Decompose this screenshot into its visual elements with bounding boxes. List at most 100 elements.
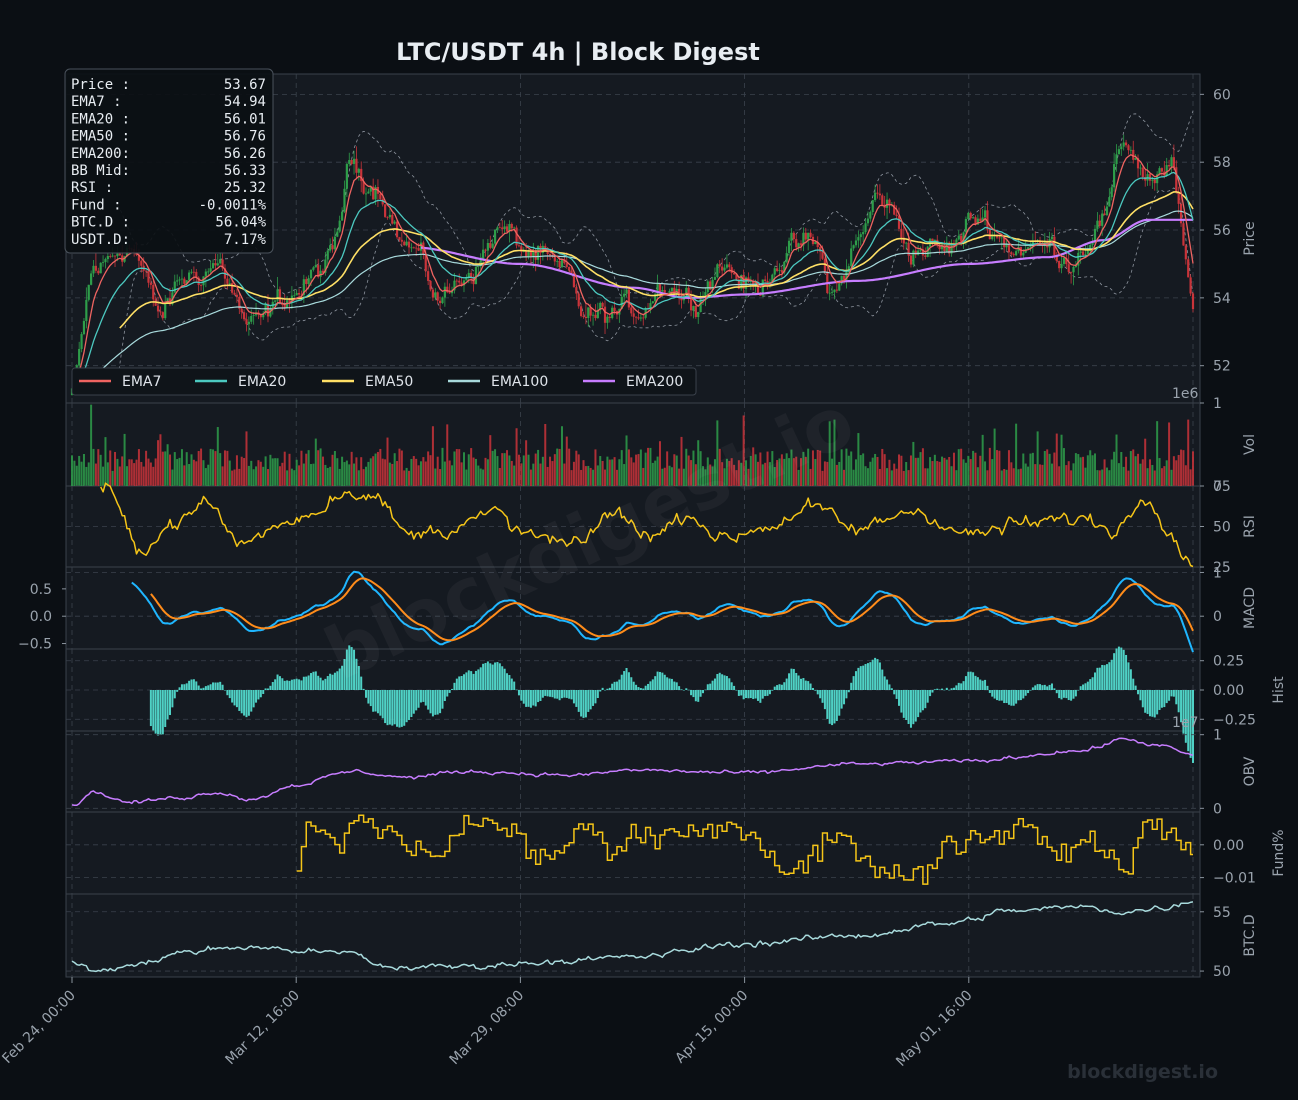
volume-bar <box>1022 453 1025 486</box>
hist-bar <box>964 676 967 690</box>
candle-body <box>527 251 530 257</box>
hist-bar <box>690 690 693 696</box>
hist-bar <box>247 690 250 716</box>
hist-bar <box>768 690 771 695</box>
volume-bar <box>931 461 934 486</box>
volume-bar <box>1103 459 1106 486</box>
volume-bar <box>823 461 826 486</box>
volume-bar <box>209 448 212 486</box>
volume-bar <box>398 448 401 486</box>
candle-body <box>410 247 413 249</box>
volume-bar <box>1110 459 1113 486</box>
hist-bar <box>560 690 563 699</box>
ytick-label-price-4: 52 <box>1213 359 1231 375</box>
candle-body <box>563 259 566 264</box>
candle-body <box>1165 165 1168 176</box>
candle-body <box>1182 223 1185 246</box>
volume-bar <box>1163 466 1166 486</box>
hist-bar <box>673 681 676 690</box>
candle-body <box>1098 220 1101 226</box>
candle-body <box>565 263 568 267</box>
hist-bar <box>678 686 681 690</box>
candle-body <box>350 159 353 164</box>
hist-bar <box>1137 690 1140 695</box>
hist-bar <box>1091 677 1094 690</box>
candle-body <box>783 261 786 273</box>
volume-bar <box>515 428 518 486</box>
candle-body <box>221 259 224 269</box>
hist-bar <box>663 674 666 690</box>
ytick-label-btcd-1: 50 <box>1213 964 1231 980</box>
candle-body <box>1167 165 1171 167</box>
candle-body <box>744 277 748 289</box>
volume-bar <box>1096 470 1099 486</box>
hist-bar <box>893 690 896 695</box>
candle-body <box>1134 158 1137 160</box>
macd-left-label-1: 0.0 <box>30 609 52 625</box>
volume-bar <box>814 458 817 486</box>
hist-bar <box>737 690 740 696</box>
hist-bar <box>890 688 893 690</box>
hist-bar <box>513 681 516 690</box>
volume-bar <box>477 465 480 486</box>
hist-bar <box>756 690 759 701</box>
volume-bar <box>979 455 982 486</box>
volume-bar <box>642 467 645 486</box>
volume-bar <box>333 451 336 486</box>
hist-bar <box>1158 690 1161 710</box>
volume-bar <box>455 449 458 486</box>
candle-body <box>795 239 798 248</box>
hist-bar <box>295 678 298 690</box>
volume-bar <box>427 451 430 486</box>
hist-bar <box>482 663 485 690</box>
candle-body <box>331 245 334 250</box>
volume-bar <box>1048 453 1051 486</box>
ema20-line <box>71 171 1194 389</box>
candle-body <box>197 277 200 286</box>
candle-body <box>847 266 850 273</box>
hist-bar <box>1117 646 1120 690</box>
volume-bar <box>1060 434 1063 486</box>
volume-bar <box>123 433 126 486</box>
volume-bar <box>1084 467 1087 486</box>
info-label-6: RSI : <box>71 180 113 196</box>
hist-bar <box>157 690 160 736</box>
volume-bar <box>71 455 73 486</box>
hist-bar <box>396 690 399 727</box>
candle-body <box>874 192 877 201</box>
candle-body <box>1113 164 1116 188</box>
volume-bar <box>742 415 745 486</box>
candle-body <box>972 217 975 219</box>
volume-bar <box>1172 456 1175 486</box>
hist-bar <box>259 690 262 698</box>
candle-body <box>792 232 795 240</box>
volume-bar <box>271 458 274 486</box>
hist-bar <box>931 690 934 693</box>
volume-bar <box>936 461 939 486</box>
volume-bar <box>909 455 912 486</box>
volume-bar <box>384 459 387 486</box>
volume-bar <box>446 424 449 486</box>
hist-bar <box>685 688 688 690</box>
hist-bar <box>197 685 200 690</box>
candle-body <box>974 217 977 225</box>
volume-bar <box>329 466 332 486</box>
volume-bar <box>1024 463 1027 486</box>
hist-bar <box>592 690 595 706</box>
hist-bar <box>847 690 850 693</box>
volume-bar <box>532 463 535 486</box>
candle-body <box>501 227 504 230</box>
volume-bar <box>128 459 131 486</box>
hist-bar <box>804 680 807 690</box>
candle-body <box>1101 213 1104 226</box>
hist-bar <box>745 690 748 699</box>
volume-bar <box>685 448 688 486</box>
hist-bar <box>721 674 724 690</box>
volume-bar <box>788 458 791 486</box>
candle-body <box>458 280 461 283</box>
candle-body <box>919 249 922 251</box>
candle-body <box>668 290 671 295</box>
candle-body <box>876 192 879 194</box>
candle-body <box>1072 267 1075 273</box>
hist-bar <box>941 688 944 690</box>
